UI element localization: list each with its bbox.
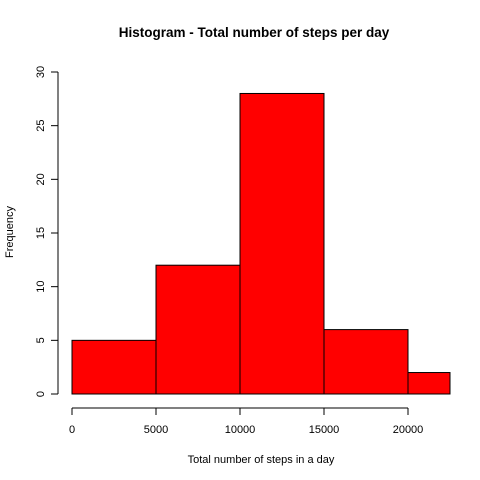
chart-title: Histogram - Total number of steps per da… [119, 25, 390, 40]
histogram-bar-0 [71, 339, 157, 395]
y-tick-label-1: 5 [35, 337, 47, 343]
histogram-bar-3 [323, 329, 409, 395]
y-axis: 0 5 10 15 20 25 30 [35, 66, 59, 397]
x-tick-label-1: 5000 [144, 424, 168, 436]
y-tick-label-5: 25 [35, 120, 47, 132]
y-axis-label: Frequency [4, 206, 16, 258]
x-tick-label-3: 15000 [309, 424, 340, 436]
bars-group [71, 92, 451, 395]
y-tick-label-0: 0 [35, 391, 47, 397]
x-tick-label-2: 10000 [225, 424, 256, 436]
y-tick-label-2: 10 [35, 281, 47, 293]
histogram-bar-4 [407, 372, 451, 395]
y-tick-label-3: 15 [35, 227, 47, 239]
x-tick-label-4: 20000 [393, 424, 424, 436]
y-tick-label-4: 20 [35, 173, 47, 185]
x-axis: 0 5000 10000 15000 20000 [69, 407, 424, 436]
y-tick-label-6: 30 [35, 66, 47, 78]
x-axis-label: Total number of steps in a day [188, 454, 335, 466]
histogram-bar-2 [239, 92, 325, 395]
histogram-bar-1 [155, 264, 241, 395]
x-tick-label-0: 0 [69, 424, 75, 436]
